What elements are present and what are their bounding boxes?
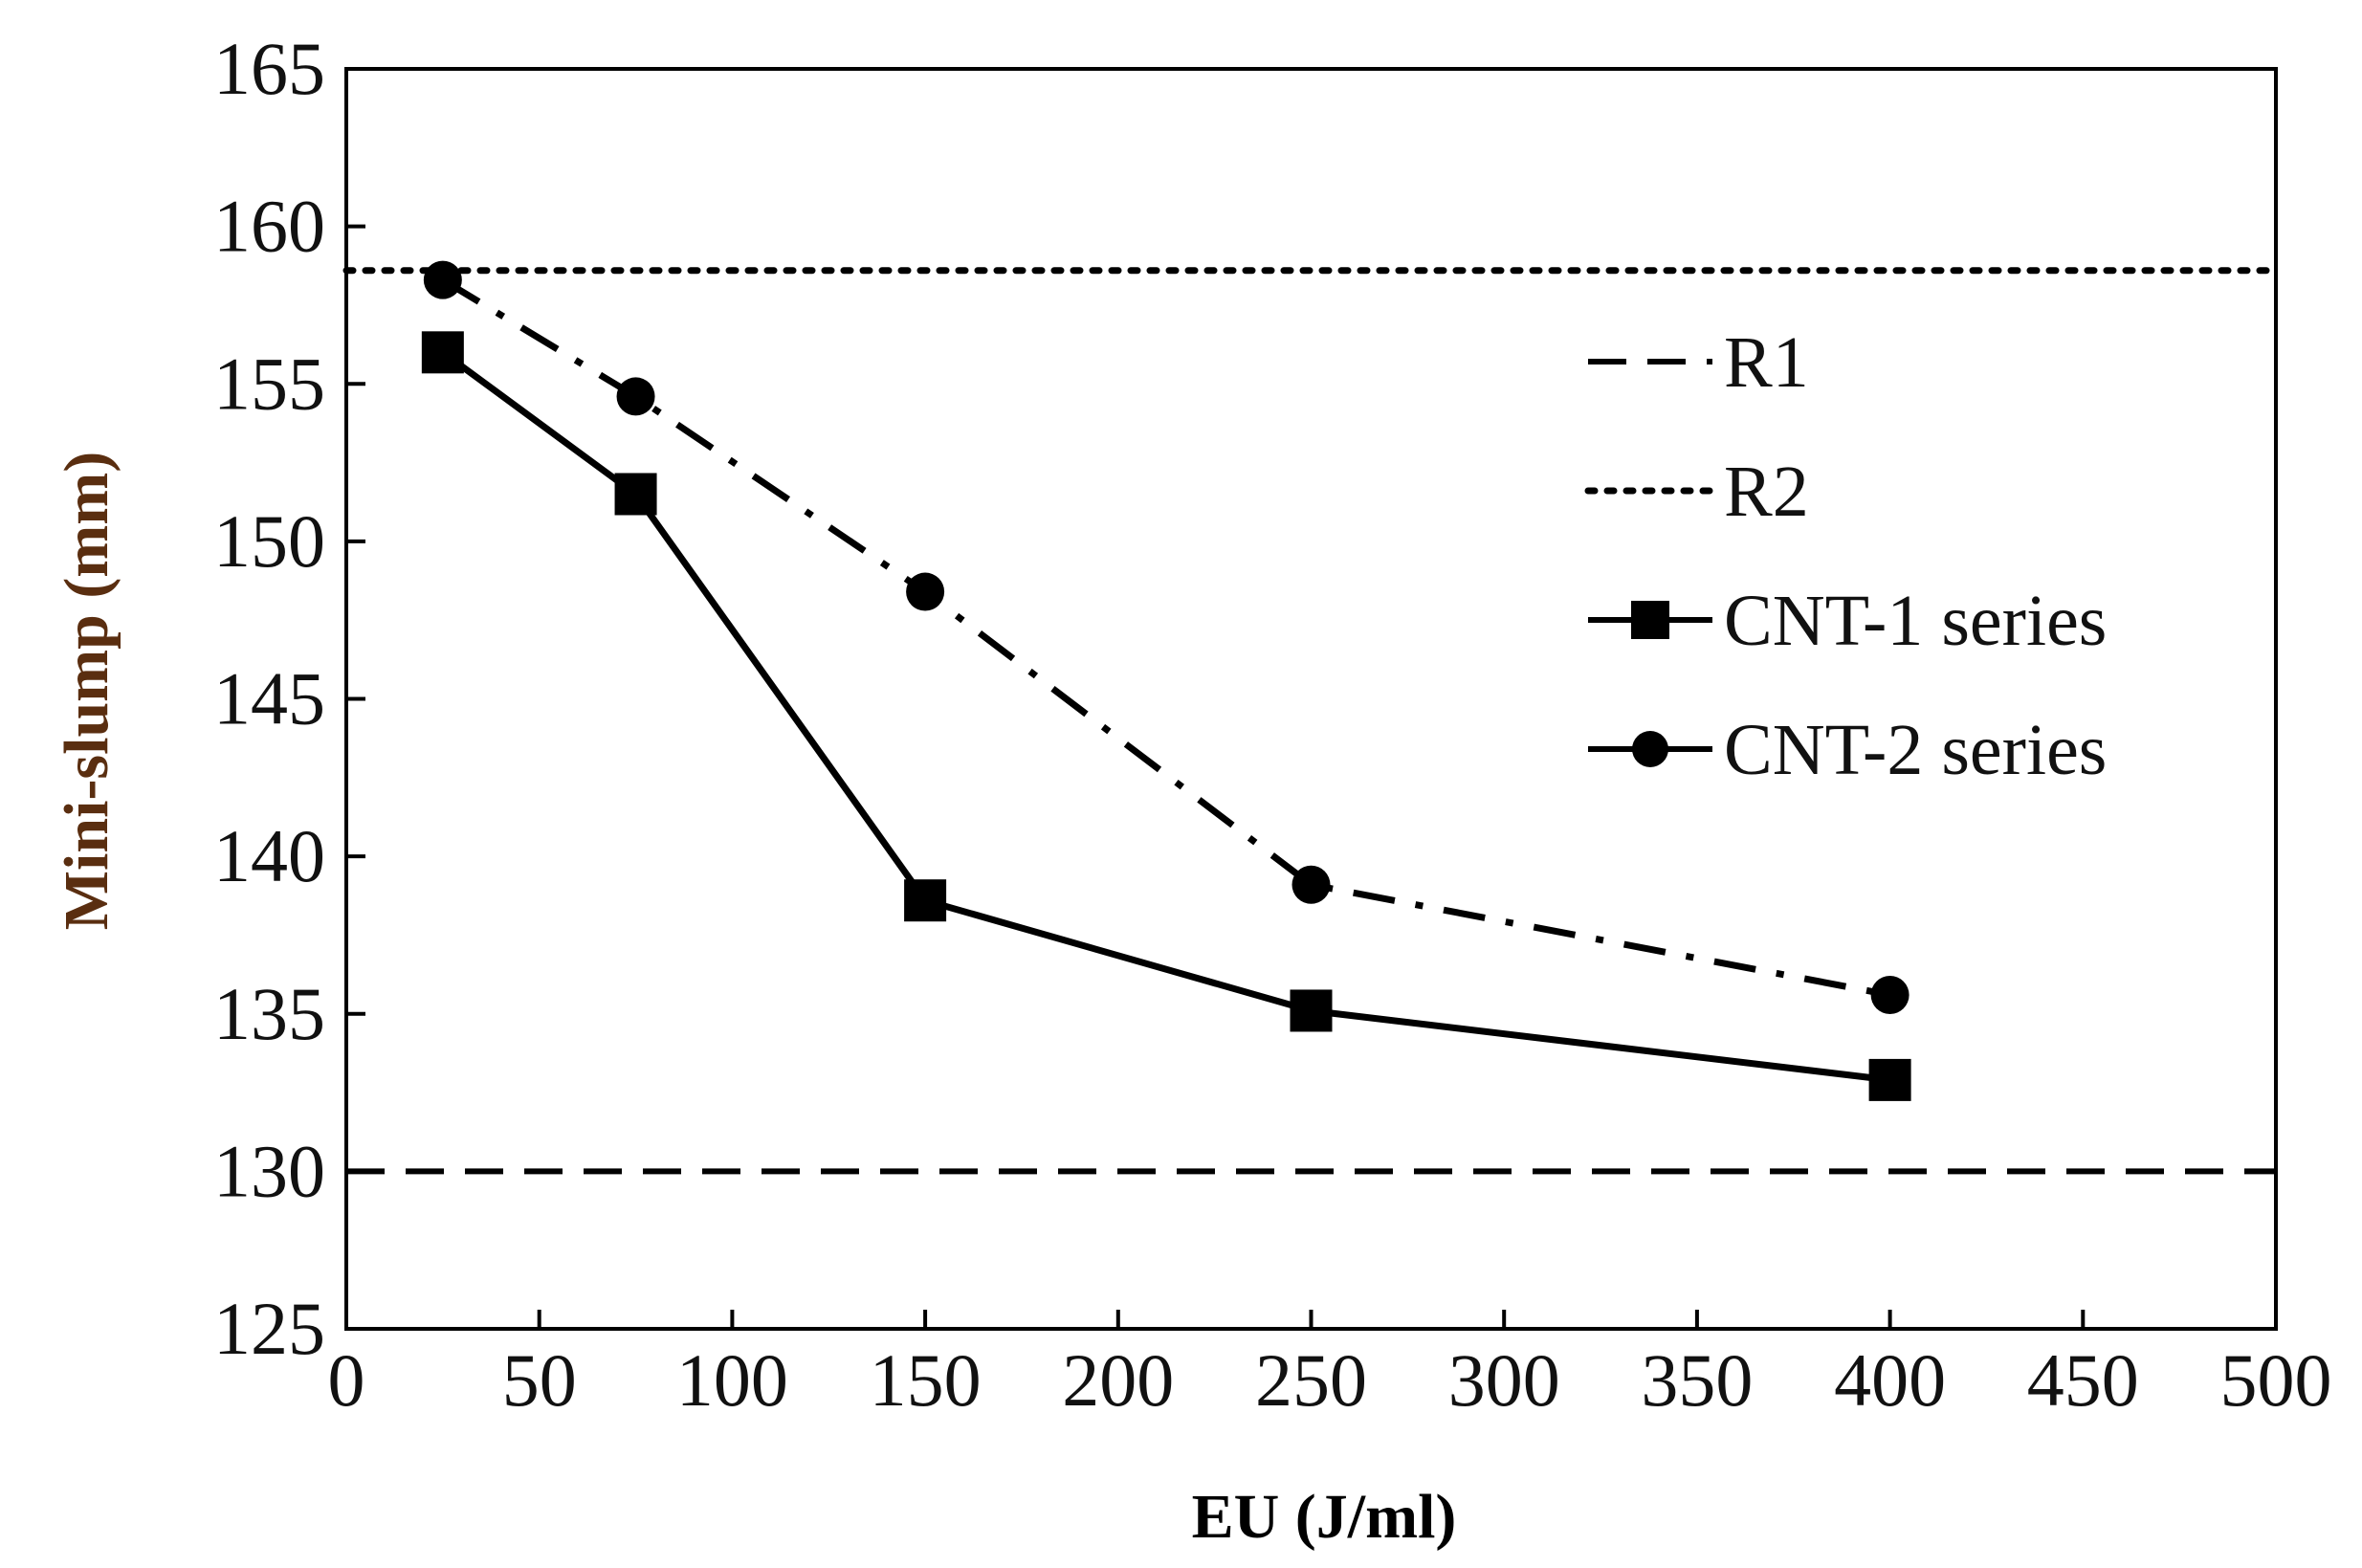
- y-axis-ticks: 125 130 135 140 145 150 155 160 165: [213, 27, 365, 1370]
- legend-label-4: CNT-2 series: [1724, 710, 2107, 790]
- y-tick-label: 150: [213, 499, 325, 583]
- y-tick-label: 160: [213, 185, 325, 268]
- series-2-point: [616, 377, 655, 416]
- x-tick-label: 300: [1448, 1338, 1560, 1422]
- y-tick-label: 165: [213, 27, 325, 110]
- y-axis-title: Mini-slump (mm): [52, 452, 121, 930]
- x-axis-ticks: 0 50 100 150 200 250 300 350 400 450 500: [328, 1310, 2332, 1422]
- series-2-point: [1870, 975, 1909, 1014]
- series-1-point: [1868, 1058, 1911, 1101]
- legend-circle-marker: [1632, 731, 1668, 767]
- x-tick-label: 100: [676, 1338, 788, 1422]
- series-2-point: [906, 572, 945, 611]
- x-axis-title: EU (J/ml): [1192, 1482, 1457, 1552]
- x-tick-label: 450: [2027, 1338, 2139, 1422]
- series-1-point: [614, 473, 657, 516]
- x-tick-label: 400: [1834, 1338, 1946, 1422]
- x-tick-label: 200: [1062, 1338, 1174, 1422]
- series-2-point: [423, 260, 462, 299]
- legend-label-3: CNT-1 series: [1724, 581, 2107, 661]
- x-tick-label: 350: [1641, 1338, 1753, 1422]
- plot-frame: [344, 67, 2278, 1331]
- y-tick-label: 145: [213, 657, 325, 740]
- y-tick-label: 130: [213, 1129, 325, 1212]
- y-tick-label: 125: [213, 1287, 325, 1370]
- y-tick-label: 155: [213, 342, 325, 425]
- x-tick-label: 150: [870, 1338, 982, 1422]
- series-1-point: [1290, 989, 1333, 1032]
- legend: R1 R2 CNT-1 series CNT-2 series: [1584, 322, 2107, 790]
- series-1-point: [904, 879, 947, 922]
- legend-square-marker: [1631, 601, 1669, 639]
- x-tick-label: 250: [1255, 1338, 1367, 1422]
- series-line-1: [440, 349, 1891, 1084]
- series-lines: [440, 276, 1891, 1084]
- series-1-point: [421, 331, 464, 374]
- series-2-point: [1291, 865, 1331, 904]
- data-markers: [421, 260, 1911, 1101]
- x-tick-label: 500: [2220, 1338, 2332, 1422]
- y-tick-label: 140: [213, 814, 325, 897]
- series-line-2: [441, 276, 1891, 999]
- legend-label-2: R2: [1724, 452, 1809, 532]
- x-tick-label: 0: [328, 1338, 365, 1422]
- legend-label-1: R1: [1724, 322, 1809, 403]
- reference-lines: [342, 267, 2280, 1175]
- y-tick-label: 135: [213, 972, 325, 1055]
- x-tick-label: 50: [502, 1338, 577, 1422]
